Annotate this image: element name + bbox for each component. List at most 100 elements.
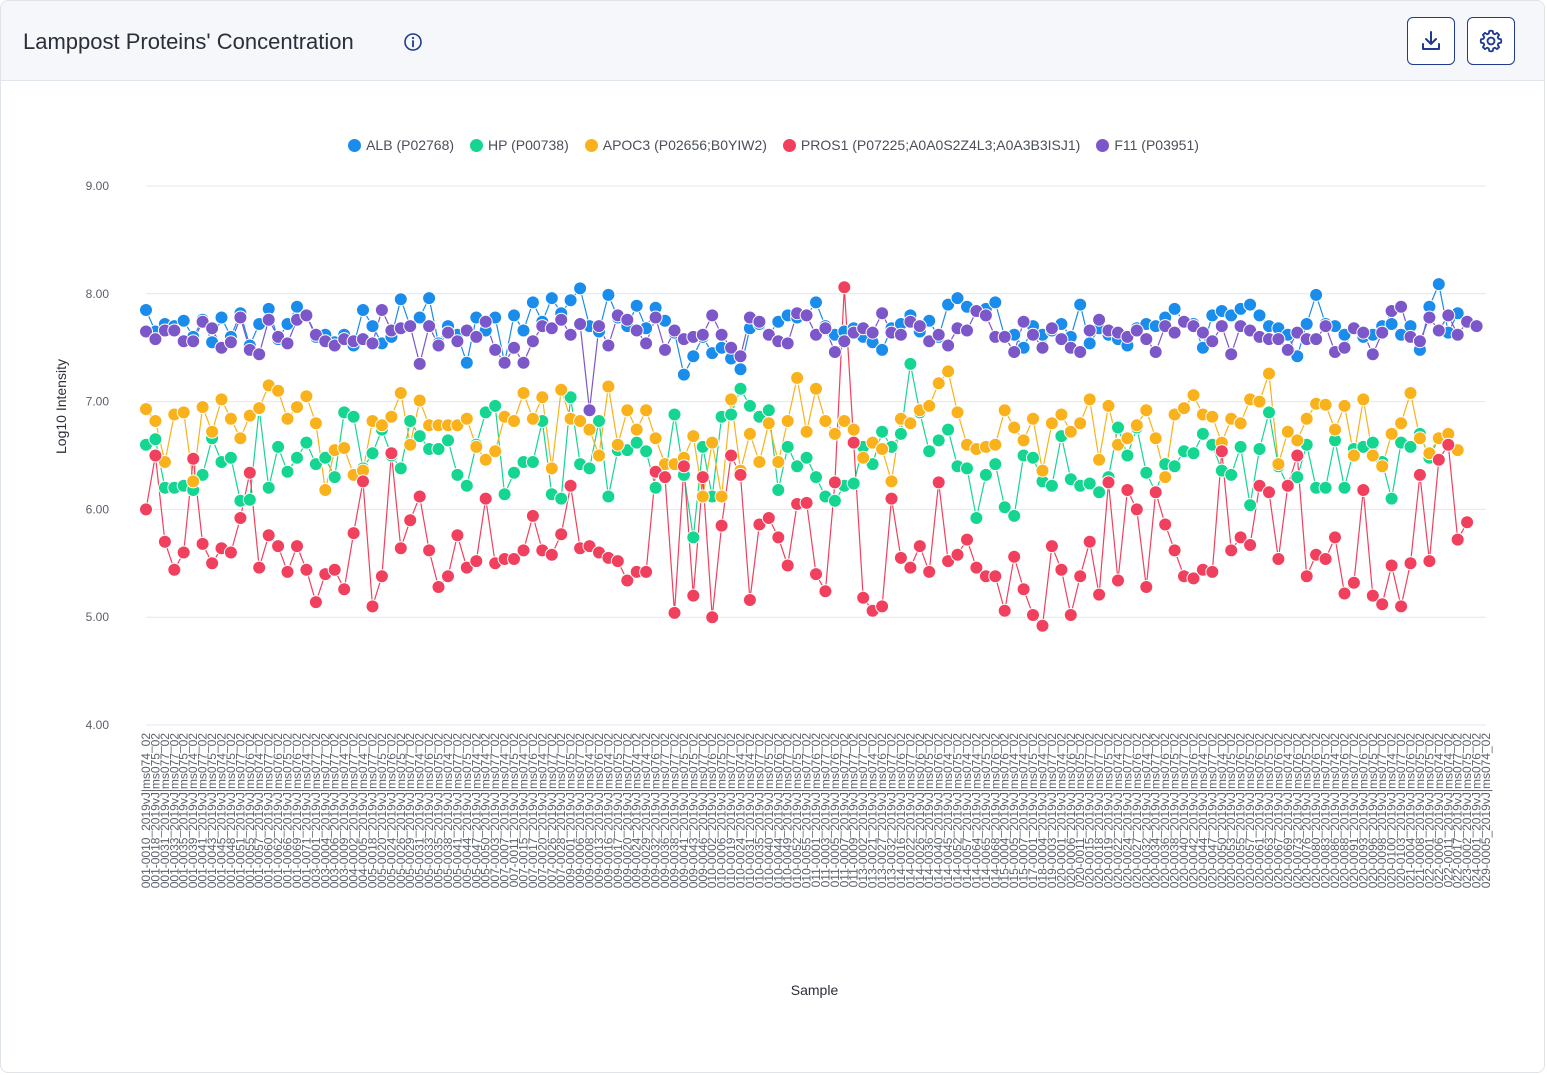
data-point [1309, 332, 1324, 347]
x-tick-label: 003-0004_2019vJ|ms077_02 [318, 733, 332, 889]
data-point [1394, 599, 1409, 614]
data-point [205, 321, 220, 336]
data-point [1063, 424, 1078, 439]
x-tick-label: 014-0052_2019vJ|ms075_02 [951, 733, 965, 889]
data-point [780, 439, 795, 454]
data-point [195, 536, 210, 551]
data-point [1403, 386, 1418, 400]
data-point [318, 450, 333, 465]
x-tick-label: 005-0018_2019vJ|ms077_02 [365, 733, 379, 889]
data-point [837, 414, 852, 428]
data-point [639, 403, 654, 418]
x-tick-label: 013-0002_2019vJ|ms077_02 [856, 733, 870, 889]
data-point [318, 483, 333, 497]
x-tick-label: 009-0036_2019vJ|ms077_02 [658, 733, 672, 889]
x-tick-label: 005-0035_2019vJ|ms075_02 [432, 733, 446, 889]
data-point [1394, 299, 1409, 314]
data-point [1233, 416, 1248, 431]
data-point [223, 450, 238, 465]
x-tick-label: 010-0035_2019vJ|ms077_02 [752, 733, 766, 889]
data-point [1450, 327, 1465, 342]
x-tick-label: 001-0055_2019vJ|ms076_02 [243, 733, 257, 889]
data-point [705, 610, 720, 625]
x-tick-label: 007-0015_2019vJ|ms074_02 [516, 733, 530, 889]
data-point [912, 539, 927, 554]
x-tick-label: 020-0011_2019vJ|ms075_02 [1073, 733, 1087, 888]
data-point [988, 295, 1003, 310]
x-tick-label: 009-0016_2019vJ|ms074_02 [601, 733, 615, 889]
data-point [139, 402, 153, 417]
data-point [1290, 470, 1305, 485]
data-point [186, 451, 201, 466]
data-point [714, 327, 729, 342]
data-point [601, 338, 616, 353]
data-point [1262, 405, 1276, 420]
data-point [837, 334, 852, 349]
x-tick-label: 001-0048_2019vJ|ms075_02 [224, 733, 238, 889]
x-tick-label: 010-0052_2019vJ|ms075_02 [790, 733, 804, 889]
x-tick-label: 009-0008_2019vJ|ms074_02 [583, 733, 597, 889]
data-point [356, 303, 370, 317]
x-tick-label: 020-0055_2019vJ|ms076_02 [1234, 733, 1248, 889]
data-point [1252, 442, 1267, 456]
data-point [884, 474, 899, 489]
data-point [1092, 587, 1107, 602]
data-point [374, 418, 389, 433]
data-point [195, 400, 210, 414]
data-point [1431, 323, 1446, 338]
data-point [941, 364, 956, 379]
data-point [714, 489, 729, 504]
x-tick-label: 001-0031_2019vJ|ms077_02 [158, 733, 172, 889]
data-point [1233, 439, 1248, 454]
data-point [393, 461, 408, 476]
data-point [742, 398, 757, 413]
data-point [837, 280, 852, 295]
data-point [497, 355, 512, 370]
data-point [280, 336, 295, 351]
data-point [223, 411, 238, 426]
data-point [1120, 483, 1135, 497]
data-point [384, 446, 399, 461]
data-point [601, 287, 616, 302]
x-tick-label: 010-0002_2019vJ|ms076_02 [705, 733, 719, 889]
data-point [374, 569, 389, 584]
data-point [1233, 530, 1248, 545]
data-point [601, 489, 616, 504]
data-point [931, 433, 946, 448]
legend-item[interactable]: F11 (P03951) [1096, 137, 1199, 153]
x-tick-label: 020-0006_2019vJ|ms076_02 [1064, 733, 1078, 889]
data-point [554, 491, 569, 506]
legend-label: PROS1 (P07225;A0A0S2Z4L3;A0A3B3ISJ1) [800, 137, 1081, 153]
data-point [1111, 420, 1125, 435]
data-point [1280, 478, 1295, 493]
data-point [1148, 485, 1163, 500]
data-point [752, 314, 767, 329]
y-tick-label: 5.00 [86, 610, 110, 624]
data-point [488, 398, 503, 413]
data-point [1337, 340, 1352, 355]
data-point [893, 327, 908, 342]
info-circle-icon[interactable] [403, 32, 423, 52]
data-point [1243, 538, 1258, 552]
data-point [648, 431, 663, 446]
data-point [950, 405, 965, 420]
legend-item[interactable]: APOC3 (P02656;B0YIW2) [584, 137, 767, 153]
legend-item[interactable]: PROS1 (P07225;A0A0S2Z4L3;A0A3B3ISJ1) [782, 137, 1081, 153]
data-point [139, 324, 153, 339]
download-button[interactable] [1407, 17, 1455, 65]
data-point [1337, 398, 1352, 413]
data-point [1026, 411, 1040, 426]
data-point [252, 347, 267, 362]
data-point [733, 381, 748, 396]
data-point [742, 593, 757, 607]
legend-item[interactable]: HP (P00738) [470, 137, 569, 153]
x-tick-label: 020-0100_2019vJ|ms074_02 [1385, 733, 1399, 889]
data-point [931, 376, 946, 391]
data-point [242, 492, 257, 507]
data-point [1007, 345, 1022, 359]
legend-item[interactable]: ALB (P02768) [348, 137, 454, 153]
settings-button[interactable] [1467, 17, 1515, 65]
data-point [1337, 586, 1352, 601]
data-point [233, 310, 248, 325]
data-point [478, 405, 493, 420]
